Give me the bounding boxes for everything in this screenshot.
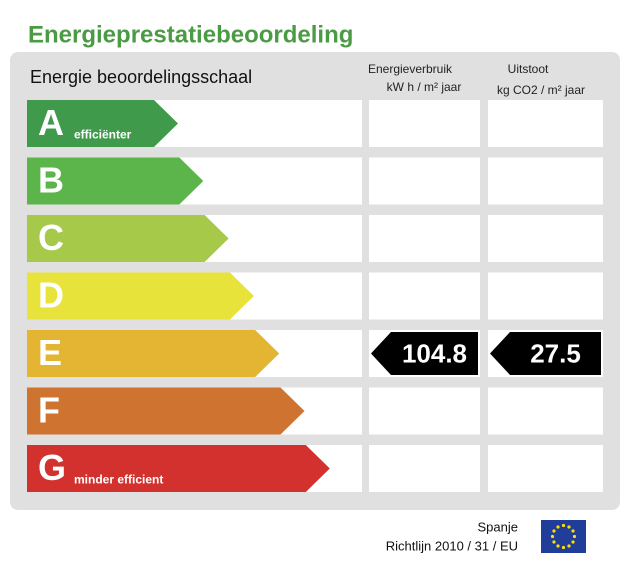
rating-arrow xyxy=(27,330,280,377)
rating-arrow xyxy=(27,100,178,147)
value-cell xyxy=(488,272,603,320)
rating-letter: E xyxy=(38,332,62,373)
value-label: 27.5 xyxy=(530,338,581,368)
eu-flag xyxy=(541,520,586,553)
column-title: Energieverbruik xyxy=(368,62,453,76)
flag-star xyxy=(561,523,566,528)
scale-label: Energie beoordelingsschaal xyxy=(30,67,252,87)
flag-star xyxy=(552,540,556,544)
rating-arrow xyxy=(27,215,229,262)
title: Energieprestatiebeoordeling xyxy=(28,21,353,48)
value-pointer xyxy=(490,332,601,375)
flag-star xyxy=(571,529,575,533)
country: Spanje xyxy=(478,519,518,534)
rating-letter: D xyxy=(38,275,64,316)
rating-letter: F xyxy=(38,390,60,431)
value-cell xyxy=(369,215,480,262)
rating-letter: G xyxy=(38,447,66,488)
column-unit: kg CO2 / m² jaar xyxy=(497,83,585,97)
rating-label: minder efficient xyxy=(74,473,163,487)
flag-star xyxy=(567,544,571,548)
value-cell xyxy=(369,445,480,492)
rating-letter: B xyxy=(38,160,64,201)
flag-star xyxy=(552,529,556,533)
value-label: 104.8 xyxy=(402,338,467,368)
value-cell xyxy=(369,387,480,435)
rating-arrow xyxy=(27,387,305,435)
value-pointer xyxy=(371,332,478,375)
directive: Richtlijn 2010 / 31 / EU xyxy=(386,538,518,553)
flag-star xyxy=(556,544,560,548)
flag-star xyxy=(556,525,560,529)
value-cell xyxy=(369,157,480,205)
rating-label: efficiënter xyxy=(74,128,132,142)
column-title: Uitstoot xyxy=(508,62,549,76)
rating-letter: A xyxy=(38,102,64,143)
value-cell xyxy=(488,215,603,262)
rating-arrow xyxy=(27,157,204,205)
flag-star xyxy=(572,534,577,539)
flag-star xyxy=(571,540,575,544)
value-cell xyxy=(369,100,480,147)
flag-star xyxy=(550,534,555,539)
flag-star xyxy=(561,545,566,550)
flag-star xyxy=(567,525,571,529)
column-unit: kW h / m² jaar xyxy=(387,80,462,94)
value-cell xyxy=(488,445,603,492)
value-cell xyxy=(369,272,480,320)
value-cell xyxy=(488,100,603,147)
value-cell xyxy=(488,387,603,435)
rating-letter: C xyxy=(38,217,64,258)
rating-arrow xyxy=(27,272,254,320)
value-cell xyxy=(488,157,603,205)
rating-arrow xyxy=(27,445,330,492)
